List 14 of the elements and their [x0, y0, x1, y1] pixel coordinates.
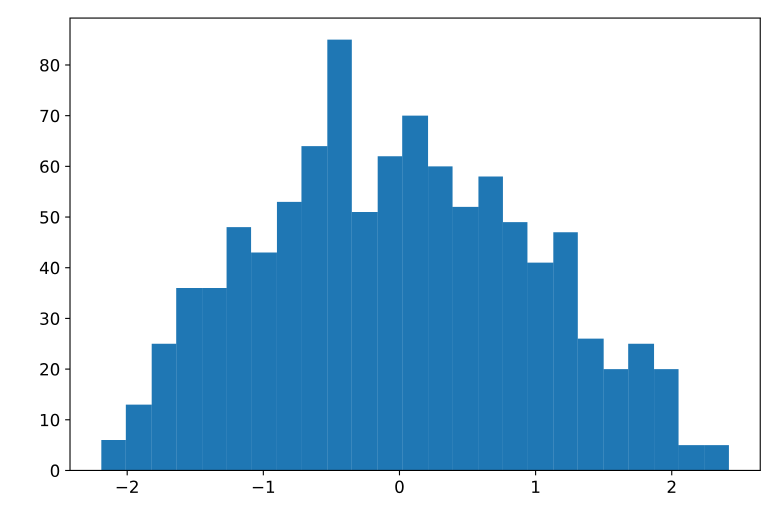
x-tick-label: 0 [395, 480, 404, 494]
y-tick-label: 0 [50, 464, 60, 478]
y-tick-label: 50 [40, 211, 60, 224]
y-tick-label: 80 [40, 58, 60, 72]
x-tick-label: −2 [116, 480, 138, 493]
y-tick-label: 60 [40, 160, 60, 173]
y-tick-label: 10 [40, 414, 60, 426]
x-tick-label: 2 [668, 480, 676, 493]
y-tick-label: 20 [40, 363, 60, 376]
y-tick-label: 40 [40, 262, 60, 274]
x-tick-label: 1 [532, 480, 540, 493]
y-tick-label: 70 [40, 110, 60, 122]
x-tick-label: −1 [252, 480, 274, 493]
y-tick-label: 30 [40, 312, 60, 325]
